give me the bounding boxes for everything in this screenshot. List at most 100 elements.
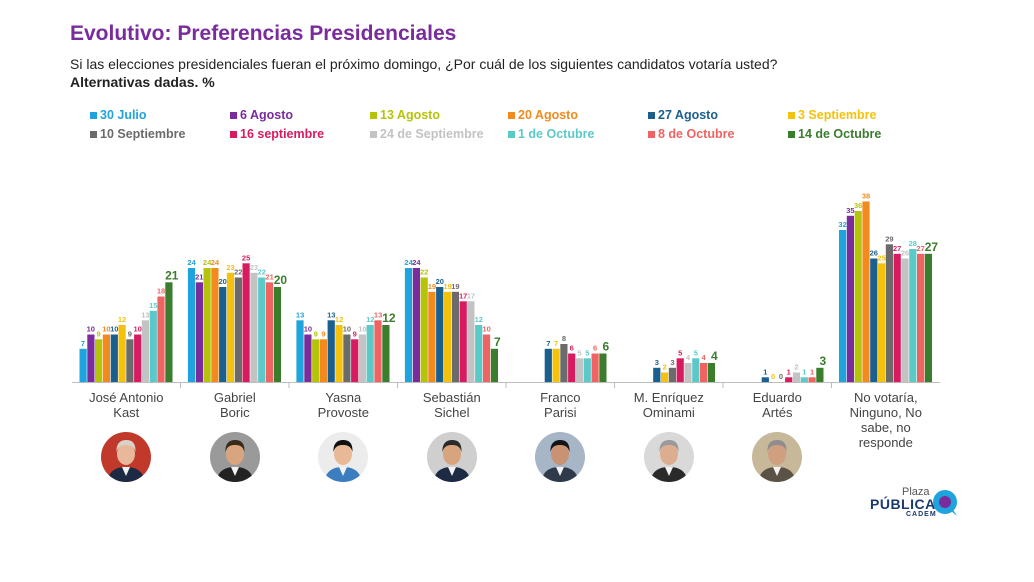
- data-label: 4: [686, 353, 691, 362]
- data-label: 10: [343, 325, 351, 334]
- candidate-photo: [643, 432, 694, 482]
- data-label: 35: [846, 206, 854, 215]
- data-label: 26: [870, 249, 878, 258]
- candidate-photo: [752, 432, 803, 482]
- legend-label: 16 septiembre: [240, 127, 325, 141]
- data-label: 7: [494, 335, 501, 349]
- data-label: 24: [211, 258, 220, 267]
- legend-label: 8 de Octubre: [658, 127, 735, 141]
- legend-swatch: [230, 130, 237, 138]
- data-label: 38: [862, 192, 870, 201]
- bar: [110, 334, 118, 382]
- bar: [854, 211, 862, 382]
- data-label: 1: [763, 367, 767, 376]
- data-label: 1: [810, 367, 814, 376]
- data-label: 12: [475, 315, 483, 324]
- data-label: 6: [603, 340, 610, 354]
- logo-cadem-text: CADEM: [906, 511, 937, 518]
- data-label: 7: [546, 339, 550, 348]
- candidate-photo: [101, 432, 152, 482]
- data-label: 24: [412, 258, 421, 267]
- bar: [878, 263, 886, 383]
- bar: [265, 282, 274, 383]
- data-label: 2: [794, 363, 798, 372]
- data-label: 24: [404, 258, 413, 267]
- legend-swatch: [370, 111, 377, 119]
- data-label: 20: [219, 277, 227, 286]
- data-label: 15: [149, 301, 157, 310]
- legend-swatch: [508, 130, 515, 138]
- bar: [327, 320, 335, 383]
- bar: [668, 367, 676, 383]
- data-label: 9: [128, 329, 132, 338]
- legend-swatch: [788, 130, 795, 138]
- legend-swatch: [230, 111, 237, 119]
- data-label: 10: [87, 325, 95, 334]
- legend-label: 1 de Octubre: [518, 127, 595, 141]
- data-label: 7: [554, 339, 558, 348]
- bar: [885, 244, 893, 383]
- bar: [839, 230, 847, 382]
- data-label: 24: [187, 258, 196, 267]
- legend-swatch: [648, 130, 655, 138]
- data-label: 17: [459, 291, 467, 300]
- bar: [102, 334, 110, 382]
- data-label: 4: [711, 349, 718, 363]
- bar: [304, 334, 312, 382]
- data-label: 10: [110, 325, 118, 334]
- legend-label: 6 Agosto: [240, 108, 294, 122]
- data-label: 10: [358, 325, 366, 334]
- legend-swatch: [648, 111, 655, 119]
- bar: [591, 353, 599, 382]
- bar: [909, 249, 917, 382]
- category-label: Artés: [762, 405, 793, 420]
- logo-plaza-text: Plaza: [902, 486, 930, 498]
- data-label: 27: [925, 240, 939, 254]
- data-label: 18: [157, 287, 165, 296]
- category-label: José Antonio: [89, 390, 163, 405]
- bar: [808, 377, 816, 383]
- bar: [165, 282, 173, 383]
- category-label: Provoste: [318, 405, 369, 420]
- bar: [149, 310, 157, 383]
- data-label: 6: [593, 344, 597, 353]
- data-label: 21: [165, 268, 179, 282]
- bar: [242, 263, 250, 383]
- bar: [692, 358, 700, 383]
- data-label: 28: [909, 239, 917, 248]
- legend-swatch: [788, 111, 795, 119]
- page-title: Evolutivo: Preferencias Presidenciales: [70, 22, 457, 45]
- data-label: 27: [916, 244, 924, 253]
- bar: [700, 363, 708, 382]
- data-label: 24: [203, 258, 212, 267]
- data-label: 23: [226, 263, 234, 272]
- data-label: 36: [854, 201, 862, 210]
- bar: [226, 272, 235, 383]
- bar: [846, 215, 854, 383]
- candidate-photo: [426, 432, 477, 482]
- data-label: 9: [97, 329, 101, 338]
- data-label: 10: [134, 325, 142, 334]
- bar: [451, 291, 459, 383]
- bar: [134, 334, 142, 382]
- data-label: 6: [570, 344, 574, 353]
- data-label: 9: [353, 329, 357, 338]
- data-label: 2: [663, 363, 667, 372]
- bar: [917, 253, 925, 383]
- data-label: 22: [420, 268, 428, 277]
- data-label: 19: [443, 282, 451, 291]
- bar: [661, 372, 669, 382]
- bar: [870, 258, 878, 382]
- bar: [676, 358, 684, 383]
- candidate-photo: [209, 432, 260, 482]
- data-label: 10: [102, 325, 110, 334]
- bar: [560, 344, 568, 382]
- bar: [195, 282, 203, 383]
- bar: [684, 363, 692, 382]
- bar: [157, 296, 165, 382]
- category-label: Gabriel: [214, 390, 256, 405]
- data-label: 10: [304, 325, 312, 334]
- legend-item: 14 de Octubre: [788, 127, 881, 141]
- bar: [335, 325, 343, 382]
- bar: [761, 377, 769, 383]
